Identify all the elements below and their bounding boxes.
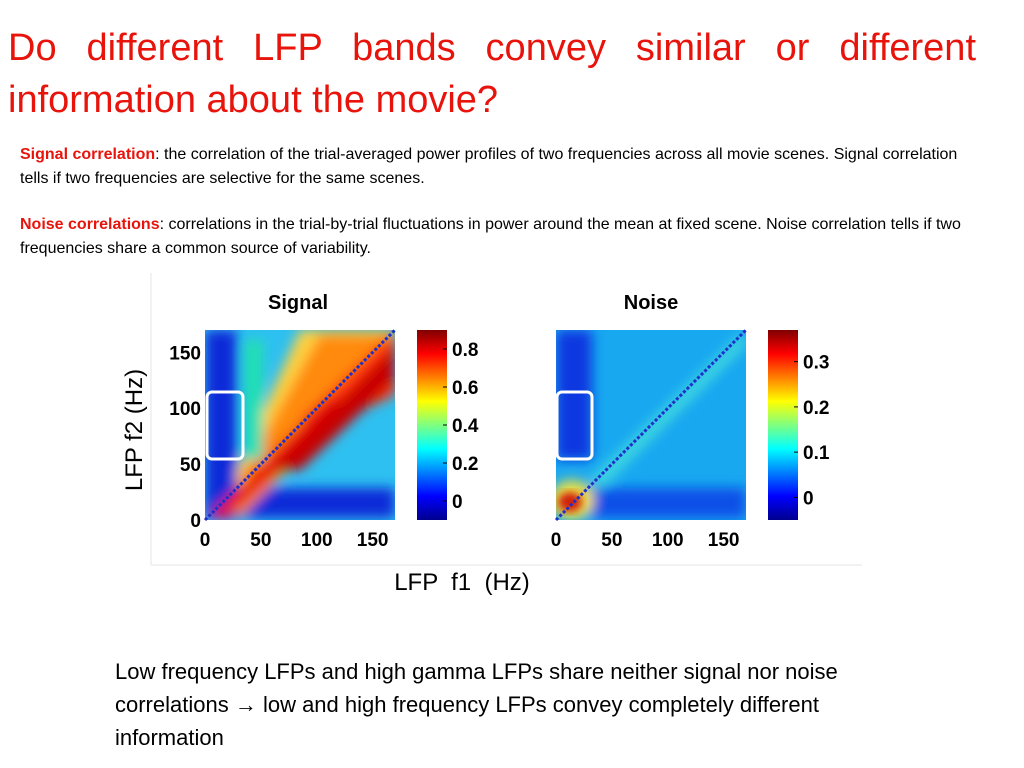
noise-colorbar: [768, 330, 798, 520]
signal-correlation-definition: Signal correlation: the correlation of t…: [20, 143, 980, 191]
signal-highlight-box: [205, 390, 245, 461]
x-tick-label: 150: [708, 530, 740, 551]
noise-heatmap: [556, 330, 746, 520]
colorbar-tick-label: 0.2: [452, 454, 478, 475]
noise-title: Noise: [624, 292, 678, 314]
x-tick-label: 50: [601, 530, 622, 551]
slide-title: Do different LFP bands convey similar or…: [8, 27, 976, 121]
colorbar-tick-label: 0.2: [803, 398, 829, 419]
conclusion-text: Low frequency LFPs and high gamma LFPs s…: [115, 659, 838, 750]
noise-highlight-box: [555, 390, 594, 461]
signal-heatmap: [205, 330, 395, 520]
x-tick-label: 0: [551, 530, 562, 551]
noise-correlation-term: Noise correlations: [20, 216, 160, 233]
y-axis-label: LFP f2 (Hz): [121, 369, 148, 491]
y-tick-label: 50: [180, 455, 201, 476]
signal-correlation-text: : the correlation of the trial-averaged …: [20, 146, 958, 187]
colorbar-tick-label: 0.6: [452, 378, 478, 399]
signal-title: Signal: [268, 292, 328, 314]
colorbar-tick-label: 0: [803, 488, 814, 509]
x-tick-label: 0: [200, 530, 211, 551]
x-tick-label: 50: [250, 530, 271, 551]
colorbar-tick-label: 0: [452, 492, 463, 513]
chart-labels: 0 50 100 150 0 50 100 150 0 0.2 0.4 0.6 0.8 0 50 100 150…: [169, 340, 830, 551]
y-tick-label: 150: [169, 343, 201, 364]
colorbar-tick-label: 0.3: [803, 353, 829, 374]
colorbar-tick-label: 0.4: [452, 416, 479, 437]
x-tick-label: 150: [357, 530, 389, 551]
noise-correlation-text: : correlations in the trial-by-trial flu…: [20, 216, 961, 257]
y-tick-label: 0: [190, 511, 201, 532]
colorbar-tick-label: 0.1: [803, 443, 830, 464]
x-axis-label: LFP f1 (Hz): [394, 569, 530, 596]
colorbar-tick-label: 0.8: [452, 340, 478, 361]
signal-correlation-term: Signal correlation: [20, 146, 156, 163]
signal-colorbar: [417, 330, 447, 520]
noise-correlation-definition: Noise correlations: correlations in the …: [20, 213, 980, 261]
x-tick-label: 100: [301, 530, 333, 551]
y-tick-label: 100: [169, 399, 201, 420]
x-tick-label: 100: [652, 530, 684, 551]
